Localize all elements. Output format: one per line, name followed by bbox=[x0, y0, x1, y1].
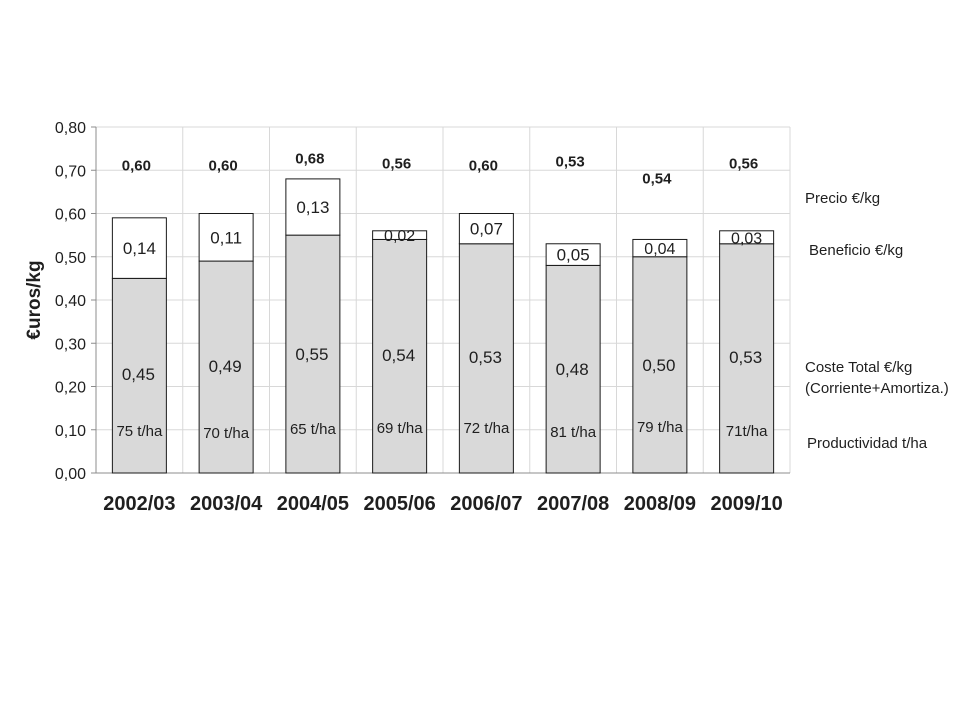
label-coste: 0,54 bbox=[382, 346, 415, 365]
data-labels: 0,14 0,45 75 t/ha 0,60 0,11 0,49 70 t/ha 0,60 0,… bbox=[116, 150, 768, 442]
label-productividad: 81 t/ha bbox=[550, 424, 597, 441]
label-coste: 0,49 bbox=[209, 357, 242, 376]
label-coste: 0,48 bbox=[556, 360, 589, 379]
label-precio: 0,56 bbox=[729, 155, 758, 172]
label-productividad: 69 t/ha bbox=[377, 420, 424, 437]
label-beneficio: 0,03 bbox=[731, 230, 762, 247]
label-productividad: 71t/ha bbox=[726, 423, 768, 440]
bar-beneficio bbox=[198, 213, 254, 262]
y-tick-label: 0,60 bbox=[55, 207, 86, 224]
label-precio: 0,56 bbox=[382, 155, 411, 172]
bar-beneficio bbox=[719, 230, 775, 245]
label-beneficio: 0,02 bbox=[384, 228, 415, 245]
bar-coste bbox=[545, 264, 601, 474]
legend-coste-line2: (Corriente+Amortiza.) bbox=[805, 380, 949, 397]
y-tick-label: 0,20 bbox=[55, 380, 86, 397]
bar-beneficio bbox=[111, 217, 167, 279]
label-beneficio: 0,11 bbox=[210, 228, 242, 247]
label-beneficio: 0,13 bbox=[296, 198, 329, 217]
label-precio: 0,60 bbox=[122, 157, 151, 174]
x-axis-categories: 2002/03 2003/04 2004/05 2005/06 2006/07 2007/… bbox=[103, 493, 783, 515]
x-category-label: 2006/07 bbox=[450, 493, 522, 515]
bar-beneficio bbox=[545, 243, 601, 266]
label-beneficio: 0,14 bbox=[123, 239, 156, 258]
bar-coste bbox=[372, 238, 428, 474]
x-category-label: 2002/03 bbox=[103, 493, 175, 515]
bar-beneficio bbox=[285, 178, 341, 236]
y-tick-label: 0,40 bbox=[55, 293, 86, 310]
legend-coste-line1: Coste Total €/kg bbox=[805, 359, 912, 376]
label-coste: 0,53 bbox=[469, 348, 502, 367]
label-productividad: 75 t/ha bbox=[116, 423, 163, 440]
label-precio: 0,68 bbox=[295, 150, 324, 167]
bar-coste bbox=[198, 260, 254, 474]
label-beneficio: 0,04 bbox=[644, 241, 675, 258]
y-tick-label: 0,70 bbox=[55, 163, 86, 180]
y-tick-label: 0,00 bbox=[55, 466, 86, 483]
y-tick-label: 0,50 bbox=[55, 250, 86, 267]
y-tick-label: 0,80 bbox=[55, 120, 86, 137]
x-category-label: 2009/10 bbox=[710, 493, 782, 515]
bar-coste bbox=[719, 243, 775, 474]
label-productividad: 79 t/ha bbox=[637, 419, 684, 436]
label-coste: 0,45 bbox=[122, 365, 155, 384]
bars bbox=[111, 178, 775, 474]
x-category-label: 2004/05 bbox=[277, 493, 349, 515]
x-category-label: 2008/09 bbox=[624, 493, 696, 515]
label-coste: 0,55 bbox=[295, 345, 328, 364]
y-axis-label: €uros/kg bbox=[24, 260, 45, 339]
label-beneficio: 0,05 bbox=[557, 246, 590, 265]
bar-coste bbox=[285, 234, 341, 474]
label-precio: 0,60 bbox=[209, 157, 238, 174]
bar-beneficio bbox=[372, 230, 428, 240]
bar-beneficio bbox=[458, 213, 514, 245]
x-category-label: 2003/04 bbox=[190, 493, 263, 515]
y-axis-ticks: 0,00 0,10 0,20 0,30 0,40 0,50 0,60 0,70 0,80 bbox=[55, 120, 86, 483]
label-productividad: 65 t/ha bbox=[290, 421, 337, 438]
label-precio: 0,60 bbox=[469, 157, 498, 174]
x-category-label: 2007/08 bbox=[537, 493, 609, 515]
legend-precio: Precio €/kg bbox=[805, 190, 880, 207]
bar-coste bbox=[111, 277, 167, 474]
legend-beneficio: Beneficio €/kg bbox=[809, 242, 903, 259]
label-beneficio: 0,07 bbox=[470, 220, 503, 239]
bar-beneficio bbox=[632, 238, 688, 258]
label-coste: 0,50 bbox=[642, 356, 675, 375]
label-precio: 0,54 bbox=[642, 170, 672, 187]
label-coste: 0,53 bbox=[729, 348, 762, 367]
bar-coste bbox=[632, 256, 688, 474]
label-productividad: 72 t/ha bbox=[463, 420, 510, 437]
label-productividad: 70 t/ha bbox=[203, 425, 250, 442]
legend-productividad: Productividad t/ha bbox=[807, 435, 928, 452]
legend: Precio €/kg Beneficio €/kg Coste Total €… bbox=[805, 190, 949, 452]
bar-coste bbox=[458, 243, 514, 474]
y-tick-label: 0,30 bbox=[55, 336, 86, 353]
x-category-label: 2005/06 bbox=[363, 493, 435, 515]
y-tick-label: 0,10 bbox=[55, 423, 86, 440]
label-precio: 0,53 bbox=[556, 153, 585, 170]
